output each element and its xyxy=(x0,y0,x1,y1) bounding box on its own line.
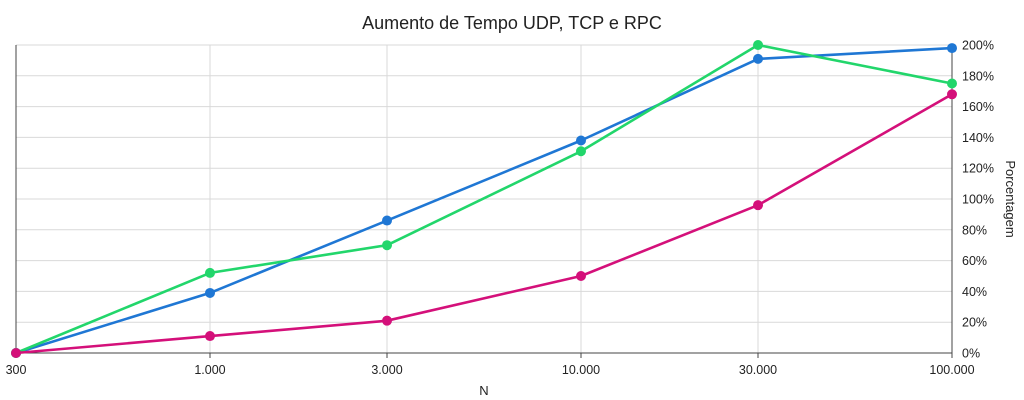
data-point xyxy=(382,215,393,226)
x-axis-label: N xyxy=(479,383,488,398)
data-point xyxy=(947,43,957,54)
series-line xyxy=(15,43,953,355)
data-point xyxy=(11,348,21,358)
data-point xyxy=(204,267,215,278)
y-tick-label: 80% xyxy=(962,223,987,237)
data-point xyxy=(753,40,764,50)
y-tick-label: 180% xyxy=(962,69,994,83)
series-3 xyxy=(11,89,957,358)
data-point xyxy=(575,135,586,146)
series-line xyxy=(15,93,953,355)
tick-labels: 0% 20% 40% 60% 80% 100% 120% 140% 160% 180% 200% 30… xyxy=(6,39,994,378)
y-tick-label: 160% xyxy=(962,100,994,114)
data-point xyxy=(575,271,586,281)
data-point xyxy=(753,53,764,64)
data-point xyxy=(204,331,215,342)
data-point xyxy=(753,200,764,211)
data-point xyxy=(382,315,393,326)
y-axis-label: Porcentagem xyxy=(1003,160,1018,237)
data-point xyxy=(204,287,215,298)
data-point xyxy=(575,146,586,157)
y-tick-label: 200% xyxy=(962,39,994,53)
y-tick-label: 0% xyxy=(962,347,980,361)
x-tick-label: 1.000 xyxy=(194,363,225,377)
x-tick-label: 30.000 xyxy=(739,363,777,377)
series-1 xyxy=(11,43,957,358)
data-point xyxy=(382,240,393,251)
x-tick-label: 100.000 xyxy=(929,363,974,377)
x-tick-label: 10.000 xyxy=(562,363,600,377)
y-tick-label: 40% xyxy=(962,285,987,299)
series-lines xyxy=(11,40,957,358)
y-tick-label: 120% xyxy=(962,162,994,176)
x-tick-label: 3.000 xyxy=(371,363,402,377)
series-line xyxy=(15,46,953,355)
y-tick-label: 100% xyxy=(962,193,994,207)
data-point xyxy=(947,89,957,100)
x-tick-label: 300 xyxy=(6,363,27,377)
axes xyxy=(15,45,953,358)
y-tick-label: 140% xyxy=(962,131,994,145)
data-point xyxy=(947,78,957,89)
chart-title: Aumento de Tempo UDP, TCP e RPC xyxy=(362,13,662,33)
y-tick-label: 60% xyxy=(962,254,987,268)
y-tick-label: 20% xyxy=(962,316,987,330)
